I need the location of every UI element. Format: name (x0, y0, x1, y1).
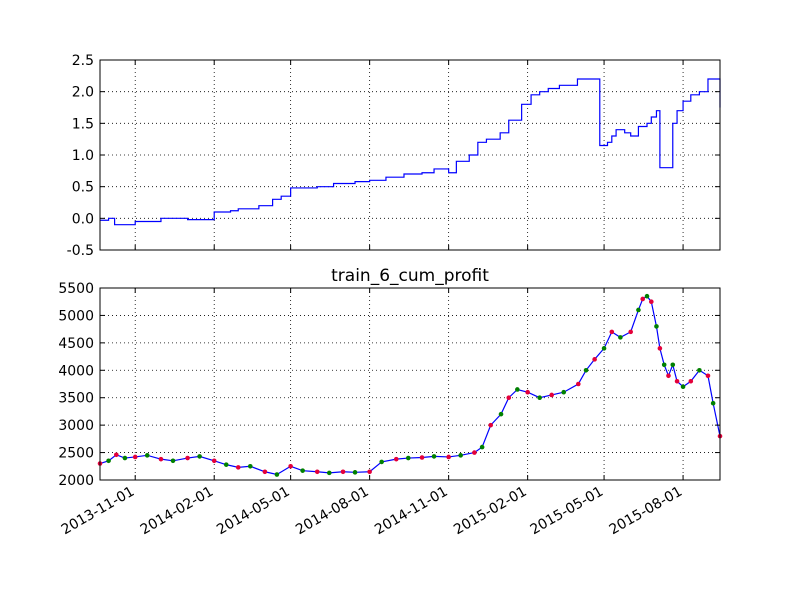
bot-data-point (525, 389, 530, 395)
bot-data-point (636, 307, 641, 313)
bot-data-point (644, 293, 650, 299)
bot-data-point (340, 469, 346, 475)
bot-data-point (300, 468, 305, 473)
bot-data-point (405, 455, 411, 461)
bot-data-point (609, 329, 615, 335)
top-series (100, 78, 721, 226)
bot-data-point (446, 454, 451, 460)
bot-data-point (670, 362, 676, 368)
bottom-chart-title: train_6_cum_profit (331, 266, 489, 286)
top-ytick-label: -0.5 (67, 243, 94, 259)
bot-data-point (506, 395, 512, 401)
bot-data-point (379, 459, 384, 465)
top-ytick-label: 1.0 (72, 148, 94, 164)
bot-data-point (367, 469, 372, 475)
bot-data-point (326, 470, 332, 476)
bot-data-point (488, 422, 494, 428)
bot-ytick-label: 2000 (58, 473, 94, 489)
bot-data-point (537, 395, 542, 401)
bot-data-point (657, 346, 663, 351)
bot-ytick-label: 5000 (58, 308, 94, 324)
bot-data-point (601, 346, 607, 351)
bottom-series (97, 293, 723, 477)
bot-data-point (583, 367, 589, 373)
top-ytick-label: 0.5 (72, 180, 94, 196)
bot-data-point (235, 465, 241, 470)
bot-data-point (472, 450, 477, 455)
bot-data-point (223, 462, 229, 467)
bot-data-point (479, 444, 485, 450)
bot-data-point (458, 453, 463, 458)
bot-data-point (666, 373, 671, 379)
bot-data-point (592, 357, 597, 362)
bot-data-point (352, 470, 358, 475)
bot-data-point (247, 463, 253, 469)
bot-ytick-label: 4500 (58, 336, 94, 352)
bot-data-point (158, 456, 164, 462)
bottom-plot-frame (99, 287, 721, 481)
top-ytick-label: 0.0 (72, 211, 94, 227)
bot-ytick-label: 5500 (58, 281, 94, 297)
bot-data-point (697, 367, 702, 373)
top-series-line (100, 78, 721, 226)
bot-ytick-label: 3000 (58, 418, 94, 434)
bottom-grid (100, 288, 720, 480)
bot-data-point (654, 324, 659, 329)
bot-ytick-label: 4000 (58, 363, 94, 379)
bot-data-point (549, 392, 554, 398)
top-axis-ticks: -0.5 0.0 0.5 1.0 1.5 2.0 2.5 (67, 53, 720, 259)
bot-data-point (431, 454, 437, 459)
bot-data-point (640, 296, 646, 302)
bot-data-point (649, 299, 654, 305)
bot-data-point (185, 455, 190, 461)
top-grid (100, 60, 720, 250)
bot-data-point (170, 458, 176, 464)
bot-ytick-label: 3500 (58, 391, 94, 407)
bot-data-point (106, 458, 111, 464)
bot-data-point (710, 400, 716, 406)
bot-ytick-label: 2500 (58, 446, 94, 462)
bot-data-point (274, 472, 280, 477)
bot-data-point (314, 469, 320, 475)
top-chart-cumulative-return: -0.5 0.0 0.5 1.0 1.5 2.0 2.5 (67, 53, 721, 259)
bot-data-point (122, 455, 128, 461)
bot-data-point (705, 373, 711, 379)
bot-data-point (661, 362, 667, 368)
bot-data-point (674, 378, 680, 384)
bot-data-point (144, 453, 150, 458)
top-ytick-label: 2.5 (72, 53, 94, 69)
top-ytick-label: 1.5 (72, 116, 94, 132)
bot-data-point (498, 411, 504, 417)
bot-data-point (419, 455, 425, 460)
bot-data-point (262, 469, 268, 475)
bot-data-point (561, 389, 567, 395)
bot-data-point (114, 452, 119, 458)
bot-data-point (132, 454, 138, 460)
bot-data-point (680, 384, 686, 390)
bot-data-point (688, 378, 694, 384)
bot-data-point (211, 458, 217, 464)
bot-data-point (515, 387, 520, 392)
bot-data-point (393, 456, 399, 462)
bot-data-point (628, 329, 633, 335)
bot-data-point (288, 463, 293, 469)
bot-data-point (618, 335, 623, 340)
top-ytick-label: 2.0 (72, 85, 94, 101)
bot-data-point (576, 381, 581, 387)
bot-data-point (197, 454, 202, 459)
